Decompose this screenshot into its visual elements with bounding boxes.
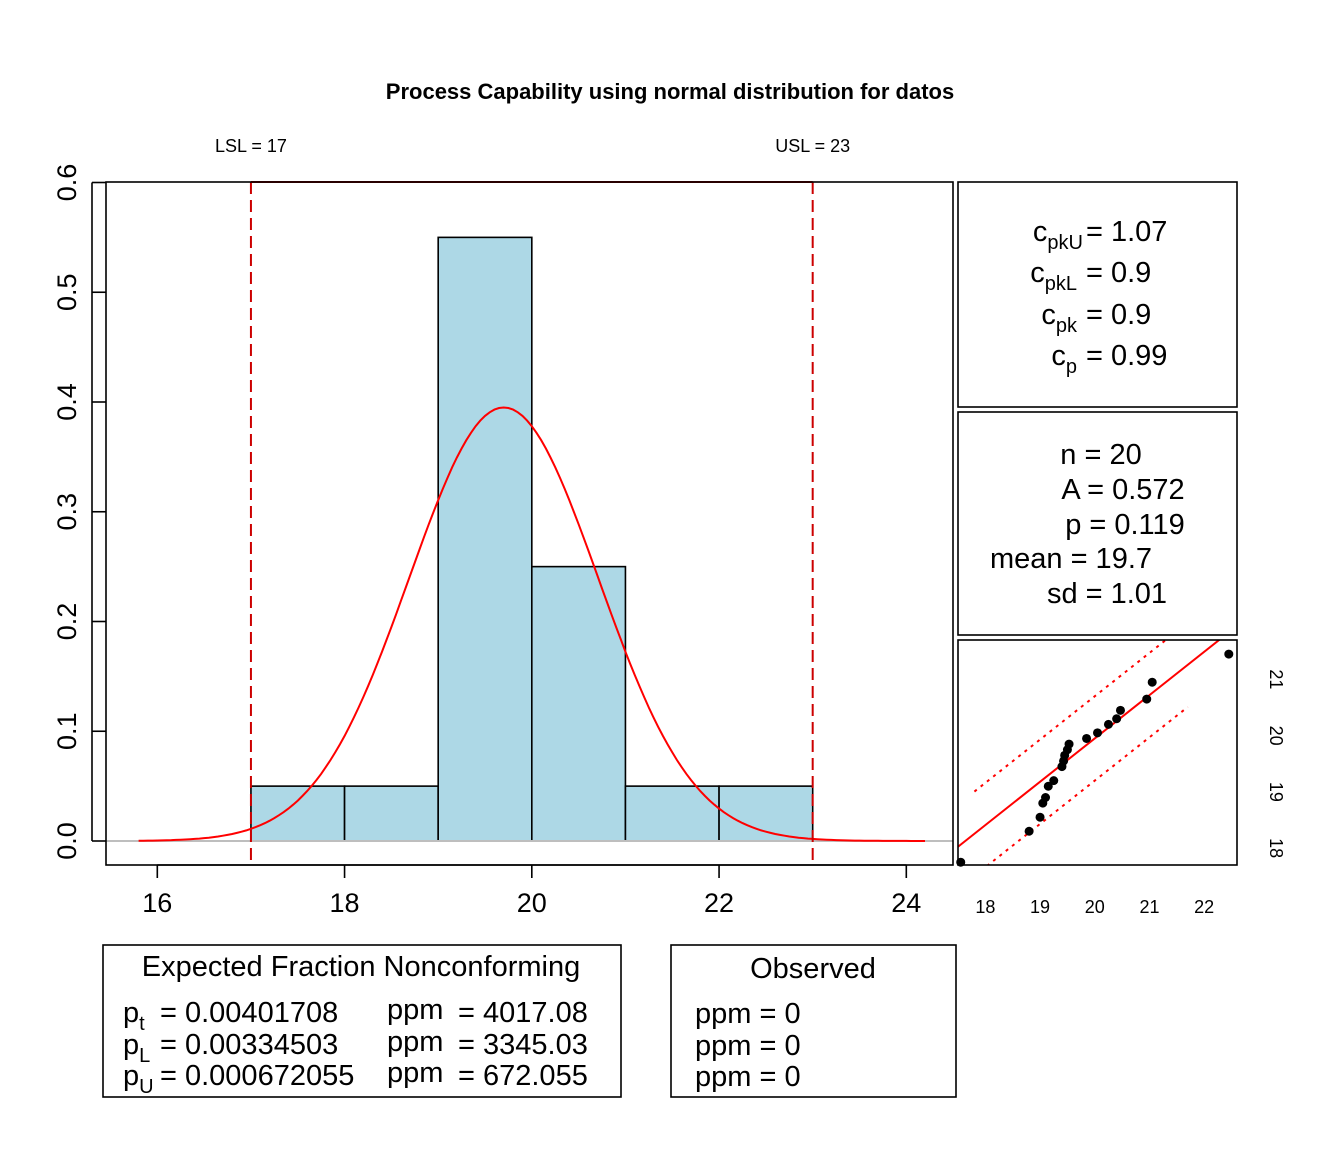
qq-point: [1082, 733, 1092, 743]
qq-point: [1112, 714, 1122, 724]
x-tick-label: 24: [891, 888, 921, 918]
qq-x-tick-label: 22: [1194, 897, 1214, 917]
observed-ppm-l: ppm = 0: [695, 1030, 801, 1062]
pt-value: = 0.00401708: [160, 997, 338, 1029]
lsl-label: LSL = 17: [215, 136, 287, 156]
x-tick-label: 16: [142, 888, 172, 918]
histogram-bar-3: [531, 565, 627, 842]
y-tick-label: 0.4: [52, 383, 82, 421]
cpkl-value: = 0.9: [1086, 257, 1151, 289]
cpku-value: = 1.07: [1086, 216, 1167, 248]
x-tick-label: 22: [704, 888, 734, 918]
pl-symbol: pL: [123, 1029, 150, 1067]
observed-ppm-t: ppm = 0: [695, 998, 801, 1030]
mean-stat: mean = 19.7: [990, 543, 1152, 575]
expected-box: Expected Fraction Nonconforming pt = 0.0…: [102, 944, 622, 1098]
pl-value: = 0.00334503: [160, 1029, 338, 1061]
histogram-bar-4: [624, 785, 720, 842]
a-stat: A = 0.572: [1061, 474, 1184, 506]
qq-x-tick-label: 21: [1139, 897, 1159, 917]
cp-value: = 0.99: [1086, 340, 1167, 372]
sd-stat: sd = 1.01: [1047, 578, 1167, 610]
pt-ppm-label: ppm: [387, 994, 443, 1026]
qq-point: [1147, 677, 1157, 687]
x-tick-label: 20: [517, 888, 547, 918]
qq-x-tick-label: 18: [975, 897, 995, 917]
capability-box: cpkU = 1.07 cpkL = 0.9 cpk = 0.9 cp = 0.…: [957, 181, 1238, 408]
pt-ppm-value: = 4017.08: [458, 997, 588, 1029]
qq-point: [1142, 694, 1152, 704]
qq-plot-panel: 18 19 20 21 22 18 19 20 21: [956, 639, 1286, 917]
qq-y-tick-label: 21: [1266, 669, 1286, 689]
cpk-value: = 0.9: [1086, 299, 1151, 331]
histogram-bar-2: [437, 236, 533, 842]
expected-frame: [102, 944, 622, 1098]
qq-x-tick-label: 20: [1085, 897, 1105, 917]
qq-frame: [957, 639, 1238, 866]
y-tick-label: 0.1: [52, 712, 82, 750]
qq-y-tick-label: 18: [1266, 838, 1286, 858]
chart-title: Process Capability using normal distribu…: [386, 79, 954, 104]
pt-symbol: pt: [123, 997, 145, 1035]
qq-point: [1103, 719, 1113, 729]
normal-density-curve: [138, 406, 925, 842]
summary-box: n = 20 A = 0.572 p = 0.119 mean = 19.7 s…: [957, 411, 1238, 636]
capability-frame: [957, 181, 1238, 408]
y-tick-label: 0.5: [52, 273, 82, 311]
cpk-symbol: cpk: [1041, 299, 1078, 337]
y-tick-label: 0.6: [52, 164, 82, 202]
pu-ppm-label: ppm: [387, 1057, 443, 1089]
histogram-bar-0: [250, 785, 346, 842]
y-tick-label: 0.2: [52, 603, 82, 641]
x-tick-label: 18: [330, 888, 360, 918]
qq-point: [1064, 739, 1074, 749]
qq-point: [1115, 705, 1125, 715]
qq-point: [1224, 649, 1234, 659]
histogram-panel: 0.0 0.1 0.2 0.3 0.4 0.5 0.6 16 18 20 22 24 LSL = 1…: [52, 136, 954, 918]
observed-frame: [670, 944, 957, 1098]
qq-point: [1043, 781, 1053, 791]
y-tick-label: 0.0: [52, 822, 82, 860]
qq-point: [1024, 826, 1034, 836]
qq-point: [1093, 728, 1102, 738]
histogram-bar-5: [718, 785, 814, 842]
pl-ppm-value: = 3345.03: [458, 1029, 588, 1061]
qq-point: [1049, 776, 1059, 786]
pu-ppm-value: = 672.055: [458, 1060, 588, 1092]
y-tick-label: 0.3: [52, 493, 82, 531]
usl-label: USL = 23: [775, 136, 850, 156]
qq-upper-band: [973, 640, 1168, 793]
pl-ppm-label: ppm: [387, 1026, 443, 1058]
qq-point: [1035, 812, 1045, 822]
qq-lower-band: [986, 706, 1189, 865]
cp-symbol: cp: [1051, 340, 1077, 378]
pu-value: = 0.000672055: [160, 1060, 354, 1092]
cpku-symbol: cpkU: [1033, 216, 1083, 254]
observed-box: Observed ppm = 0 ppm = 0 ppm = 0: [670, 944, 957, 1098]
qq-x-tick-label: 19: [1030, 897, 1050, 917]
histogram-bar-1: [343, 785, 439, 842]
p-stat: p = 0.119: [1065, 509, 1185, 541]
qq-y-tick-label: 20: [1266, 726, 1286, 746]
observed-title: Observed: [750, 953, 876, 985]
observed-ppm-u: ppm = 0: [695, 1061, 801, 1093]
n-stat: n = 20: [1060, 439, 1141, 471]
cpkl-symbol: cpkL: [1030, 257, 1077, 295]
qq-y-tick-label: 19: [1266, 782, 1286, 802]
pu-symbol: pU: [123, 1060, 154, 1098]
expected-title: Expected Fraction Nonconforming: [142, 951, 580, 983]
summary-frame: [957, 411, 1238, 636]
qq-point: [1041, 793, 1051, 802]
